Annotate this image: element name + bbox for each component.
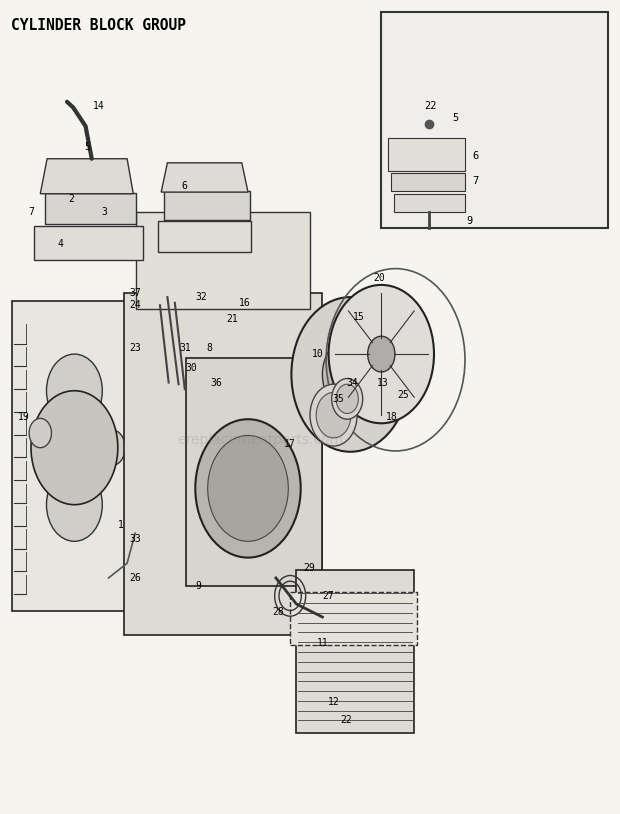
Circle shape [46, 468, 102, 541]
FancyBboxPatch shape [391, 173, 465, 191]
Text: 10: 10 [312, 349, 323, 359]
FancyBboxPatch shape [164, 191, 250, 220]
Text: 5: 5 [84, 142, 90, 151]
FancyBboxPatch shape [124, 293, 322, 635]
Text: 21: 21 [227, 314, 238, 324]
Polygon shape [161, 163, 248, 192]
Text: 22: 22 [340, 716, 352, 725]
Bar [381, 12, 608, 228]
Circle shape [31, 391, 118, 505]
Text: CYLINDER BLOCK GROUP: CYLINDER BLOCK GROUP [11, 18, 186, 33]
Text: 34: 34 [347, 378, 358, 387]
Text: 15: 15 [353, 313, 364, 322]
Text: 37: 37 [130, 288, 141, 298]
Text: 35: 35 [332, 394, 343, 404]
Text: 7: 7 [472, 176, 479, 186]
Circle shape [336, 384, 358, 414]
FancyBboxPatch shape [45, 193, 136, 224]
Circle shape [29, 418, 51, 448]
Text: 18: 18 [386, 412, 397, 422]
Text: 11: 11 [317, 638, 328, 648]
Text: 22: 22 [425, 101, 437, 111]
Text: 19: 19 [18, 412, 29, 422]
Circle shape [310, 384, 357, 446]
Text: 23: 23 [130, 344, 141, 353]
Circle shape [291, 297, 409, 452]
Text: 12: 12 [328, 697, 339, 707]
Circle shape [322, 338, 378, 411]
Text: 13: 13 [378, 378, 389, 387]
FancyBboxPatch shape [290, 592, 417, 645]
FancyBboxPatch shape [34, 226, 143, 260]
Text: 24: 24 [130, 300, 141, 310]
Circle shape [329, 285, 434, 423]
Text: 1: 1 [118, 520, 124, 530]
FancyBboxPatch shape [158, 221, 251, 252]
Text: 25: 25 [397, 390, 409, 400]
Text: 17: 17 [285, 439, 296, 449]
FancyBboxPatch shape [296, 570, 414, 733]
Circle shape [32, 425, 67, 470]
Text: 3: 3 [101, 207, 107, 217]
Text: 14: 14 [94, 101, 105, 111]
Text: 6: 6 [182, 181, 188, 190]
FancyBboxPatch shape [394, 194, 465, 212]
Text: ereplacementparts.com: ereplacementparts.com [177, 432, 343, 447]
Text: 30: 30 [185, 363, 197, 373]
Text: 16: 16 [239, 298, 250, 308]
Text: 7: 7 [28, 207, 34, 217]
Circle shape [195, 419, 301, 558]
Text: 26: 26 [130, 573, 141, 583]
Text: 27: 27 [323, 591, 334, 601]
Text: 2: 2 [68, 195, 74, 204]
Text: 5: 5 [453, 113, 459, 123]
Circle shape [98, 430, 125, 466]
Text: 31: 31 [179, 344, 190, 353]
FancyBboxPatch shape [12, 301, 186, 610]
Circle shape [316, 392, 351, 438]
Text: 28: 28 [272, 607, 283, 617]
Text: 9: 9 [466, 217, 472, 226]
Text: 6: 6 [472, 151, 479, 161]
Polygon shape [40, 159, 133, 194]
Circle shape [46, 354, 102, 427]
FancyBboxPatch shape [388, 138, 465, 171]
FancyBboxPatch shape [186, 358, 322, 586]
Text: 33: 33 [130, 534, 141, 544]
Circle shape [368, 336, 395, 372]
Text: 36: 36 [210, 378, 221, 387]
Text: 20: 20 [374, 274, 385, 283]
Text: 9: 9 [195, 581, 202, 591]
Circle shape [332, 379, 363, 419]
Text: 4: 4 [58, 239, 64, 249]
Text: 29: 29 [303, 563, 314, 573]
Text: 32: 32 [196, 292, 207, 302]
FancyBboxPatch shape [136, 212, 310, 309]
Text: 8: 8 [206, 344, 213, 353]
Circle shape [208, 435, 288, 541]
